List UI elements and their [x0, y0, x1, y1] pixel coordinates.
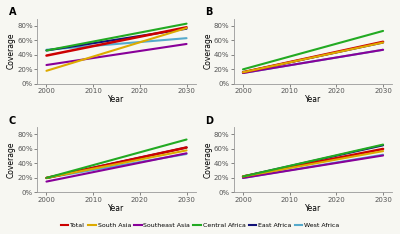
Y-axis label: Coverage: Coverage	[7, 33, 16, 69]
X-axis label: Year: Year	[305, 204, 321, 213]
X-axis label: Year: Year	[108, 95, 125, 104]
Text: A: A	[8, 7, 16, 17]
Legend: Total, South Asia, Southeast Asia, Central Africa, East Africa, West Africa: Total, South Asia, Southeast Asia, Centr…	[58, 220, 342, 231]
Y-axis label: Coverage: Coverage	[204, 33, 212, 69]
Y-axis label: Coverage: Coverage	[204, 142, 212, 178]
X-axis label: Year: Year	[108, 204, 125, 213]
Text: C: C	[8, 116, 16, 126]
Y-axis label: Coverage: Coverage	[7, 142, 16, 178]
X-axis label: Year: Year	[305, 95, 321, 104]
Text: B: B	[205, 7, 212, 17]
Text: D: D	[205, 116, 213, 126]
